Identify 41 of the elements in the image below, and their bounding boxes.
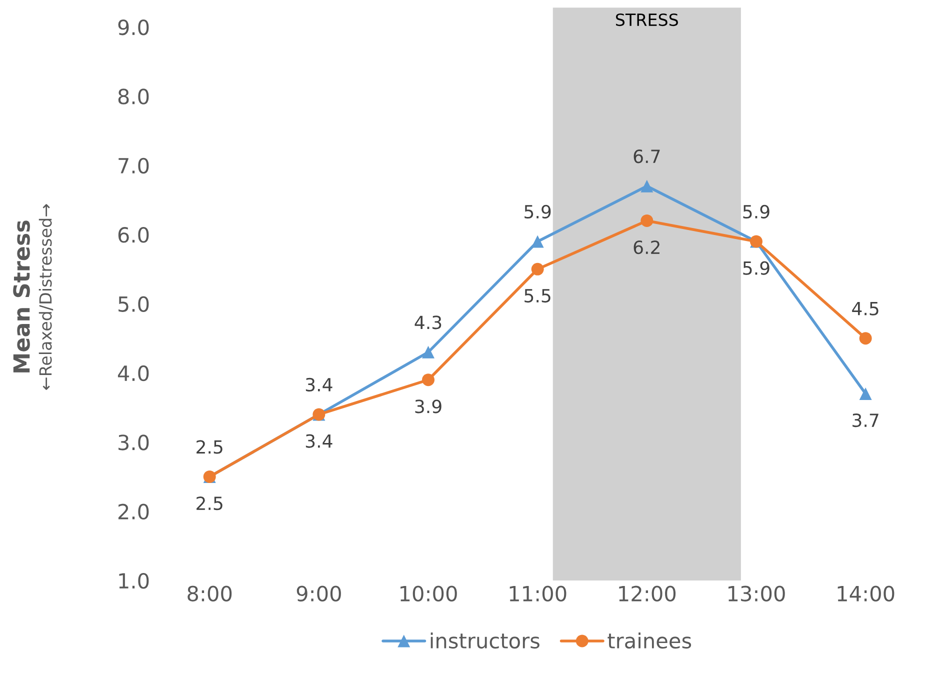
data-label: 4.3 — [414, 316, 442, 330]
point — [640, 214, 654, 227]
y-tick-label: 3.0 — [118, 434, 149, 450]
x-tick-label: 10:00 — [400, 586, 457, 602]
x-tick-label: 13:00 — [728, 586, 785, 602]
data-label: 5.5 — [524, 289, 550, 303]
y-tick-label: 1.0 — [119, 572, 149, 589]
y-tick-label: 6.0 — [118, 227, 149, 243]
y-tick-label: 5.0 — [118, 296, 149, 312]
data-label: 6.7 — [634, 150, 660, 164]
y-tick-label: 9.0 — [118, 19, 149, 36]
data-label: 3.7 — [852, 413, 878, 428]
legend-label: instructors — [430, 632, 540, 649]
y-tick-label: 2.0 — [118, 504, 149, 520]
data-label: 5.9 — [743, 261, 770, 275]
y-tick-label: 7.0 — [118, 158, 149, 174]
data-label: 5.9 — [524, 204, 551, 219]
data-label: 2.5 — [196, 496, 222, 510]
y-tick-label: 8.0 — [118, 88, 149, 104]
x-tick-label: 14:00 — [838, 586, 894, 602]
x-tick-label: 12:00 — [619, 586, 676, 602]
point — [422, 374, 434, 386]
data-label: 3.4 — [306, 434, 332, 448]
point — [859, 332, 872, 345]
data-label: 5.9 — [743, 204, 770, 219]
point — [640, 180, 654, 192]
data-label: 3.9 — [415, 400, 442, 414]
x-tick-label: 9:00 — [296, 586, 341, 602]
y-tick-label: 4.0 — [118, 365, 149, 382]
data-label: 4.5 — [852, 302, 878, 316]
band-label: STRESS — [616, 13, 678, 26]
data-label: 6.2 — [634, 240, 660, 254]
point — [531, 262, 544, 276]
data-label: 2.5 — [196, 440, 222, 454]
x-tick-label: 11:00 — [510, 586, 566, 602]
y-axis-title: Mean Stress ←Relaxed/Distressed→ — [13, 204, 54, 390]
data-label: 3.4 — [306, 378, 332, 392]
x-tick-label: 8:00 — [188, 586, 232, 602]
point — [859, 387, 872, 400]
legend-label: trainees — [608, 632, 692, 649]
point — [422, 346, 434, 358]
